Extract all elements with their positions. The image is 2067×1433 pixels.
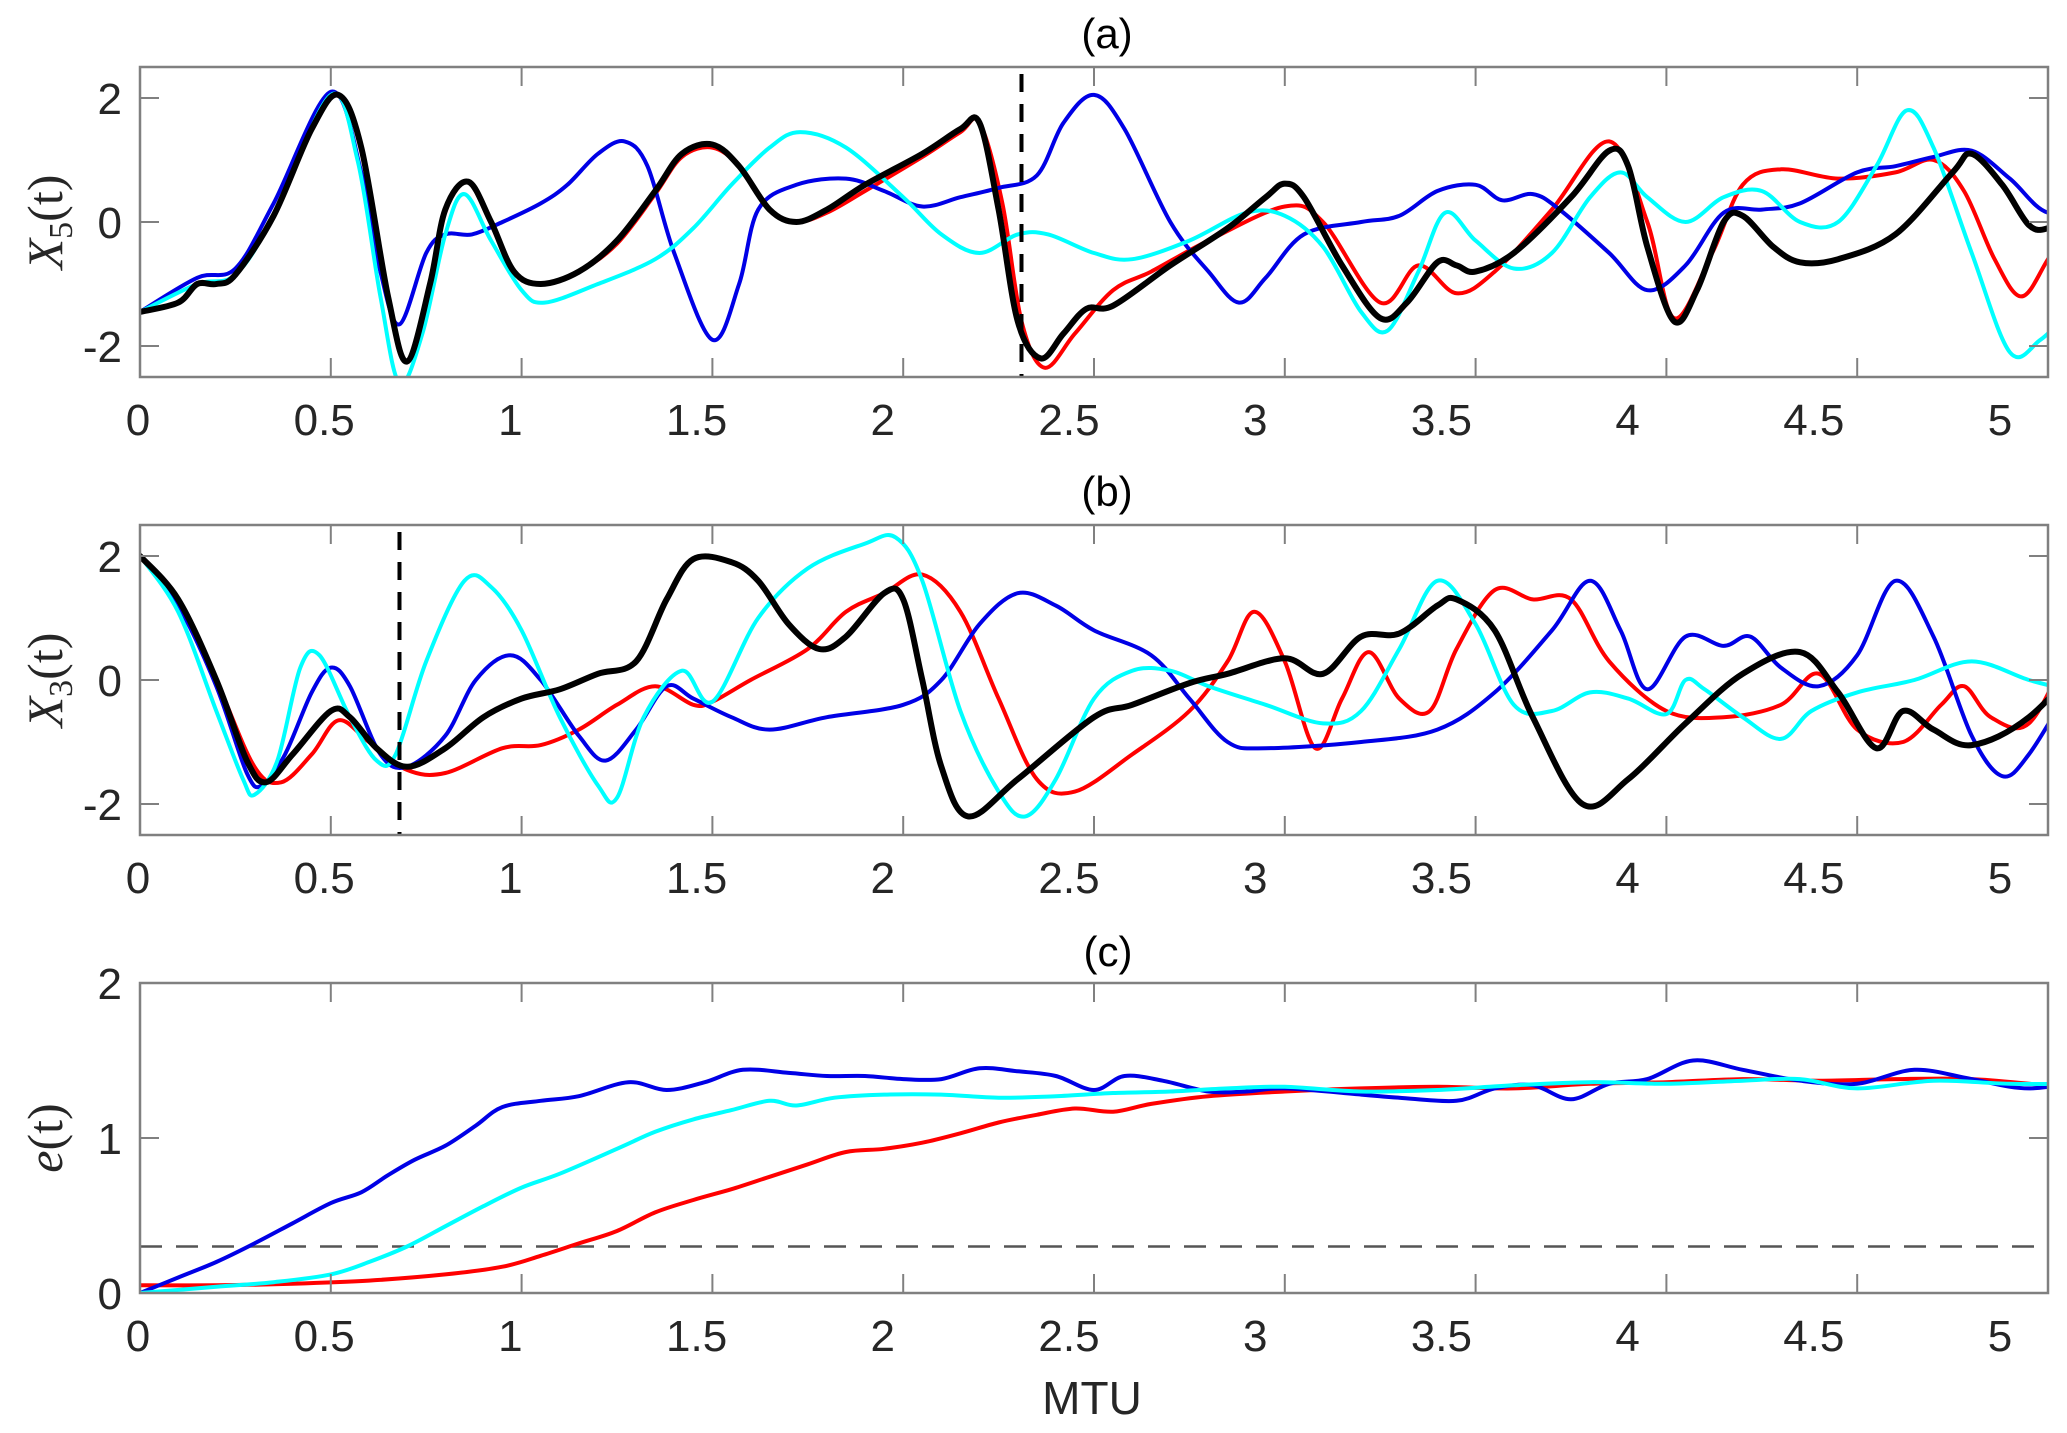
x-tick-label: 1	[498, 854, 522, 903]
x-tick-label: 3	[1243, 396, 1267, 445]
x-tick-label: 1	[498, 396, 522, 445]
series-line-black	[140, 91, 2048, 365]
x-tick-label: 4	[1615, 854, 1639, 903]
y-tick-label: 2	[98, 960, 122, 1009]
y-label-subscript: 3	[43, 680, 80, 697]
y-tick-label: 0	[98, 1270, 122, 1319]
y-axis-label: X3(t)	[17, 633, 80, 730]
x-tick-label: 0.5	[294, 1312, 355, 1361]
y-tick-label: 1	[98, 1115, 122, 1164]
x-tick-label: 2.5	[1038, 854, 1099, 903]
axes-box	[138, 523, 2050, 837]
x-tick-label: 5	[1988, 1312, 2012, 1361]
x-tick-label: 4	[1615, 1312, 1639, 1361]
series-line-blue	[140, 1058, 2048, 1293]
x-tick-label: 1	[498, 1312, 522, 1361]
x-tick-label: 2	[871, 1312, 895, 1361]
x-tick-label: 1.5	[666, 1312, 727, 1361]
y-label-argument: (t)	[17, 175, 73, 222]
x-tick-label: 0.5	[294, 396, 355, 445]
x-tick-label: 3	[1243, 854, 1267, 903]
y-label-subscript: 5	[43, 222, 80, 239]
panel-title: (b)	[1081, 468, 1132, 515]
x-tick-label: 4	[1615, 396, 1639, 445]
y-tick-label: 2	[98, 533, 122, 582]
y-tick-label: -2	[83, 323, 122, 372]
series-group	[140, 89, 2048, 377]
x-tick-label: 1.5	[666, 396, 727, 445]
x-tick-label: 5	[1988, 396, 2012, 445]
y-axis-label: e(t)	[17, 1103, 73, 1172]
series-line-cyan	[140, 91, 2048, 377]
x-tick-label: 4.5	[1783, 854, 1844, 903]
series-line-blue	[140, 89, 2048, 342]
series-line-red	[140, 92, 2048, 370]
panel-c: (c) e(t) MTU 0 0.5 1 1.5 2 2.5 3 3.5 4 4.5 5 0 1 2	[17, 928, 2050, 1424]
x-tick-label: 2.5	[1038, 1312, 1099, 1361]
x-tick-label: 0	[126, 396, 150, 445]
x-tick-label: 0	[126, 854, 150, 903]
x-tick-label: 0	[126, 1312, 150, 1361]
y-tick-label: -2	[83, 781, 122, 830]
y-tick-label: 0	[98, 199, 122, 248]
x-tick-label: 3.5	[1411, 1312, 1472, 1361]
series-line-red	[140, 554, 2048, 796]
series-line-cyan	[140, 533, 2048, 819]
series-line-red	[140, 1076, 2048, 1288]
panel-title: (a)	[1081, 10, 1132, 57]
y-label-base: X	[17, 236, 73, 271]
x-tick-label: 4.5	[1783, 1312, 1844, 1361]
x-tick-label: 1.5	[666, 854, 727, 903]
x-tick-label: 4.5	[1783, 396, 1844, 445]
series-line-blue	[140, 554, 2048, 790]
y-label-base: X	[17, 694, 73, 729]
axes-box	[138, 65, 2050, 379]
x-tick-label: 0.5	[294, 854, 355, 903]
series-group	[140, 533, 2048, 820]
x-tick-label: 3.5	[1411, 854, 1472, 903]
y-tick-label: 0	[98, 657, 122, 706]
panel-title: (c)	[1084, 928, 1133, 975]
y-tick-label: 2	[98, 75, 122, 124]
x-tick-label: 3.5	[1411, 396, 1472, 445]
y-axis-label: X5(t)	[17, 175, 80, 272]
x-tick-label: 2	[871, 854, 895, 903]
series-group	[140, 1058, 2048, 1293]
series-line-black	[140, 553, 2048, 820]
x-tick-label: 3	[1243, 1312, 1267, 1361]
y-label-argument: (t)	[17, 633, 73, 680]
y-label-base: e	[17, 1151, 73, 1173]
series-line-cyan	[140, 1076, 2048, 1293]
y-label-argument: (t)	[17, 1103, 73, 1150]
x-tick-label: 5	[1988, 854, 2012, 903]
panel-a: (a) X5(t) 0 0.5 1 1.5 2 2.5 3 3.5 4 4.5 5-202	[17, 10, 2050, 445]
x-axis-label: MTU	[1042, 1372, 1142, 1424]
panel-b: (b) X3(t) 0 0.5 1 1.5 2 2.5 3 3.5 4 4.5 5-202	[17, 468, 2050, 903]
x-tick-label: 2	[871, 396, 895, 445]
x-tick-label: 2.5	[1038, 396, 1099, 445]
